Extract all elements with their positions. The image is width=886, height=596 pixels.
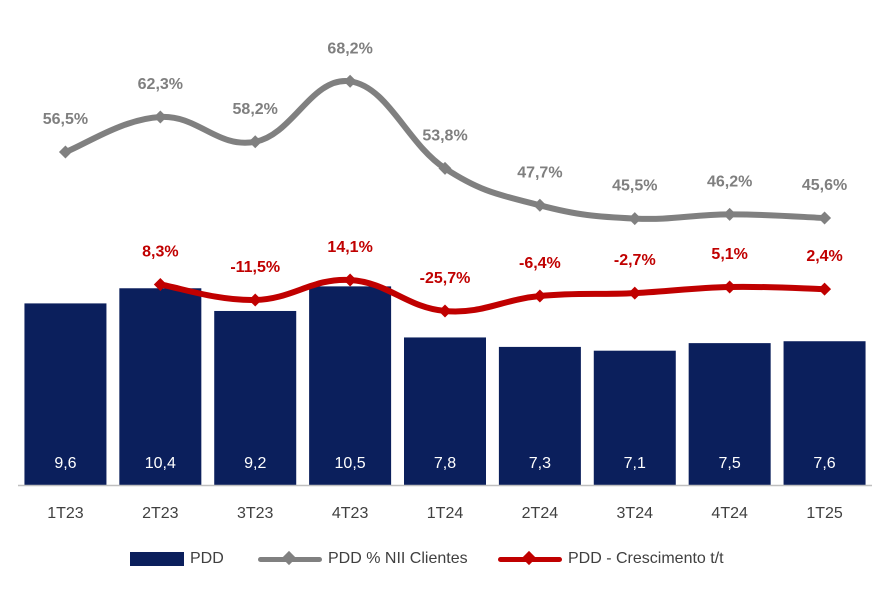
bar-value-label-3T23: 9,2: [244, 455, 266, 472]
marker-pdd-growth-2T23: [153, 278, 167, 292]
lines-layer: [58, 74, 832, 318]
bar-value-label-2T23: 10,4: [145, 455, 176, 472]
marker-pdd-growth-2T24: [533, 289, 547, 303]
marker-pdd-nii-2T24: [533, 198, 547, 212]
x-axis: 1T23 2T23 3T23 4T23 1T24 2T24 3T24 4T24 1T25: [18, 484, 872, 522]
legend-label-pdd: PDD: [190, 550, 224, 567]
marker-pdd-growth-1T25: [818, 282, 832, 296]
data-label-pdd-growth-1T24: -25,7%: [420, 270, 471, 287]
marker-pdd-growth-3T24: [628, 286, 642, 300]
bar-value-label-1T24: 7,8: [434, 455, 456, 472]
data-label-pdd-nii-1T23: 56,5%: [43, 111, 88, 128]
marker-pdd-nii-4T24: [723, 207, 737, 221]
bar-pdd-3T24: [593, 350, 676, 485]
bar-pdd-1T24: [404, 337, 486, 485]
x-tick-label-4T24: 4T24: [711, 505, 748, 522]
bar-value-label-4T23: 10,5: [335, 455, 366, 472]
line-pdd-growth: [157, 276, 828, 315]
data-label-pdd-nii-4T23: 68,2%: [327, 40, 372, 57]
legend-swatch-pdd-growth: [498, 549, 562, 569]
marker-pdd-growth-4T23: [343, 273, 357, 287]
data-label-pdd-nii-4T24: 46,2%: [707, 173, 752, 190]
bar-pdd-3T23: [214, 310, 297, 485]
legend-item-pdd-growth: PDD - Crescimento t/t: [498, 547, 724, 571]
marker-pdd-growth-4T24: [723, 280, 737, 294]
x-tick-label-3T23: 3T23: [237, 505, 274, 522]
x-tick-label-1T24: 1T24: [427, 505, 464, 522]
data-label-pdd-nii-2T23: 62,3%: [138, 76, 183, 93]
data-label-pdd-growth-1T25: 2,4%: [806, 248, 842, 265]
data-label-pdd-growth-2T23: 8,3%: [142, 244, 178, 261]
bar-value-label-1T25: 7,6: [813, 455, 835, 472]
bars-layer: [24, 286, 866, 485]
bar-pdd-1T23: [24, 303, 107, 485]
bar-value-label-4T24: 7,5: [719, 455, 741, 472]
marker-pdd-growth-1T24: [438, 304, 452, 318]
data-label-pdd-growth-3T23: -11,5%: [230, 259, 280, 276]
marker-pdd-nii-3T23: [248, 135, 262, 149]
bar-value-label-2T24: 7,3: [529, 455, 551, 472]
bar-value-label-3T24: 7,1: [624, 455, 646, 472]
marker-pdd-nii-1T24: [438, 161, 452, 175]
bar-pdd-2T24: [498, 346, 581, 485]
bar-pdd-2T23: [119, 288, 202, 485]
bar-pdd-4T24: [688, 343, 771, 485]
x-tick-label-1T25: 1T25: [806, 505, 843, 522]
x-tick-label-2T24: 2T24: [522, 505, 559, 522]
data-label-pdd-growth-4T23: 14,1%: [327, 239, 372, 256]
data-label-pdd-growth-3T24: -2,7%: [614, 252, 656, 269]
marker-pdd-nii-4T23: [343, 74, 357, 88]
line-pdd-nii: [62, 78, 828, 222]
legend-swatch-pdd: [130, 552, 184, 566]
marker-pdd-growth-3T23: [248, 293, 262, 307]
legend: PDD PDD % NII Clientes PDD - Crescimento…: [0, 547, 886, 571]
data-label-pdd-nii-3T24: 45,5%: [612, 178, 657, 195]
marker-pdd-nii-1T25: [818, 211, 832, 225]
data-label-pdd-nii-2T24: 47,7%: [517, 164, 562, 181]
legend-item-pdd: PDD: [130, 547, 224, 571]
legend-swatch-pdd-nii: [258, 549, 322, 569]
marker-pdd-nii-2T23: [153, 110, 167, 124]
x-tick-label-2T23: 2T23: [142, 505, 179, 522]
x-tick-label-4T23: 4T23: [332, 505, 369, 522]
data-label-pdd-growth-2T24: -6,4%: [519, 255, 561, 272]
marker-pdd-nii-1T23: [58, 145, 72, 159]
data-label-pdd-nii-1T25: 45,6%: [802, 177, 847, 194]
data-label-pdd-nii-1T24: 53,8%: [422, 127, 467, 144]
x-tick-label-3T24: 3T24: [617, 505, 654, 522]
data-labels-layer: 9,6 10,4 9,2 10,5 7,8 7,3 7,1 7,5 7,6 56,5% 62,3% 5…: [43, 40, 847, 472]
marker-pdd-nii-3T24: [628, 212, 642, 226]
x-tick-label-1T23: 1T23: [47, 505, 84, 522]
data-label-pdd-nii-3T23: 58,2%: [233, 101, 278, 118]
legend-label-pdd-nii: PDD % NII Clientes: [328, 550, 468, 567]
bar-value-label-1T23: 9,6: [54, 455, 76, 472]
bar-pdd-1T25: [783, 341, 866, 485]
bar-pdd-4T23: [309, 286, 392, 485]
data-label-pdd-growth-4T24: 5,1%: [711, 246, 747, 263]
legend-label-pdd-growth: PDD - Crescimento t/t: [568, 550, 724, 567]
legend-item-pdd-nii: PDD % NII Clientes: [258, 547, 468, 571]
